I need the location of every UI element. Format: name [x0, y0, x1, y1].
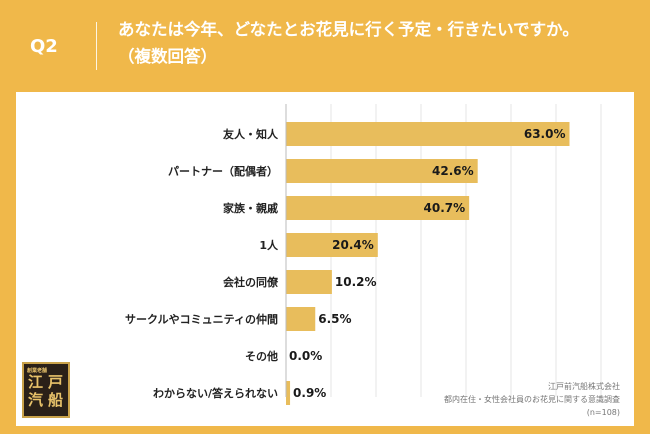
bar [286, 270, 332, 294]
bar [286, 196, 470, 220]
logo-char-2: 戸 [48, 373, 64, 391]
logo-char-4: 船 [48, 391, 64, 409]
source-sample: (n=108) [586, 408, 620, 417]
bar [286, 233, 378, 257]
bar [286, 159, 478, 183]
company-logo: 創業老舗 江 戸 汽 船 [22, 362, 70, 418]
header-divider [96, 22, 97, 70]
question-line-2: （複数回答） [118, 47, 217, 66]
value-label: 63.0% [524, 127, 566, 141]
logo-char-3: 汽 [28, 391, 44, 409]
value-label: 10.2% [335, 275, 377, 289]
question-line-1: あなたは今年、どなたとお花見に行く予定・行きたいですか。 [118, 20, 579, 39]
value-label: 42.6% [432, 164, 474, 178]
category-label: 1人 [259, 238, 279, 252]
value-label: 0.0% [289, 349, 322, 363]
logo-char-1: 江 [28, 373, 44, 391]
value-label: 40.7% [424, 201, 466, 215]
category-label: パートナー（配偶者） [168, 164, 278, 178]
source-note: 江戸前汽船株式会社 都内在住・女性会社員のお花見に関する意識調査 (n=108) [444, 380, 620, 419]
value-label: 6.5% [318, 312, 351, 326]
question-text: あなたは今年、どなたとお花見に行く予定・行きたいですか。 （複数回答） [118, 16, 638, 70]
bar [286, 307, 316, 331]
bar-chart: 友人・知人 63.0% パートナー（配偶者） 42.6% 家族・親戚 40.7% 1人 20.… [125, 104, 602, 405]
category-label: サークルやコミュニティの仲間 [125, 312, 278, 326]
header: Q2 あなたは今年、どなたとお花見に行く予定・行きたいですか。 （複数回答） [0, 0, 650, 92]
value-label: 20.4% [332, 238, 374, 252]
category-label: その他 [245, 349, 278, 363]
category-label: 家族・親戚 [223, 201, 278, 215]
bar [286, 381, 291, 405]
logo-small-text: 創業老舗 [27, 368, 48, 374]
source-survey: 都内在住・女性会社員のお花見に関する意識調査 [444, 395, 620, 404]
source-company: 江戸前汽船株式会社 [548, 382, 620, 391]
category-label: 友人・知人 [223, 127, 279, 141]
category-label: わからない/答えられない [153, 386, 278, 400]
category-label: 会社の同僚 [223, 275, 279, 289]
value-label: 0.9% [293, 386, 326, 400]
bar [286, 122, 570, 146]
chart-panel: 友人・知人 63.0% パートナー（配偶者） 42.6% 家族・親戚 40.7% 1人 20.… [16, 92, 634, 426]
question-number: Q2 [30, 36, 58, 57]
